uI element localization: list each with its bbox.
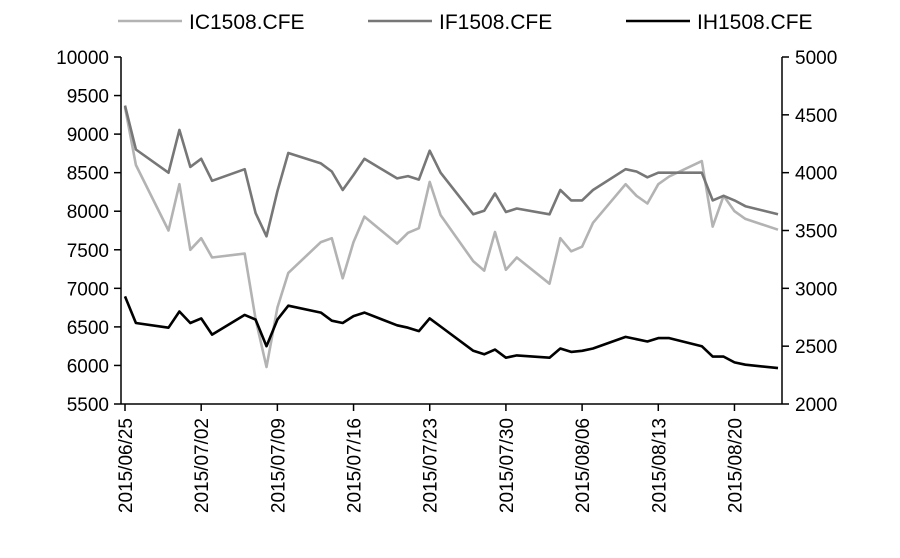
x-tick-label: 2015/08/20 bbox=[725, 418, 746, 513]
right-y-axis-ticks: 2000 2500 3000 3500 4000 4500 5000 bbox=[782, 48, 837, 416]
right-y-tick-label: 2500 bbox=[795, 337, 837, 358]
right-y-tick-label: 4000 bbox=[795, 164, 837, 185]
left-y-tick-label: 9500 bbox=[67, 87, 109, 108]
series-line-ih1508-cfe bbox=[123, 295, 779, 370]
left-y-tick-label: 9000 bbox=[67, 125, 109, 146]
legend: IC1508.CFE IF1508.CFE IH1508.CFE bbox=[118, 11, 813, 34]
x-tick-label: 2015/07/16 bbox=[345, 418, 366, 513]
right-y-tick-label: 2000 bbox=[795, 395, 837, 416]
left-y-tick-label: 7000 bbox=[67, 279, 109, 300]
series-line-ic1508-cfe bbox=[123, 106, 779, 369]
x-tick-label: 2015/07/30 bbox=[497, 418, 518, 513]
right-y-tick-label: 4500 bbox=[795, 106, 837, 127]
x-axis-ticks: 2015/06/25 2015/07/02 2015/07/09 2015/07/16… bbox=[116, 404, 746, 513]
x-tick-label: 2015/07/02 bbox=[192, 418, 213, 513]
series-line-if1508-cfe bbox=[123, 105, 779, 238]
x-tick-label: 2015/08/06 bbox=[573, 418, 594, 513]
right-y-tick-label: 3000 bbox=[795, 279, 837, 300]
left-y-tick-label: 6000 bbox=[67, 356, 109, 377]
left-y-tick-label: 6500 bbox=[67, 318, 109, 339]
series-lines bbox=[123, 105, 779, 370]
x-tick-label: 2015/08/13 bbox=[649, 418, 670, 513]
left-y-tick-label: 10000 bbox=[56, 48, 109, 69]
left-y-axis-ticks: 5500 6000 6500 7000 7500 8000 8500 9000 9500 1000… bbox=[56, 48, 121, 416]
left-y-tick-label: 8000 bbox=[67, 202, 109, 223]
right-y-tick-label: 3500 bbox=[795, 222, 837, 243]
left-y-tick-label: 8500 bbox=[67, 164, 109, 185]
legend-label: IH1508.CFE bbox=[697, 11, 813, 34]
left-y-tick-label: 5500 bbox=[67, 395, 109, 416]
left-y-tick-label: 7500 bbox=[67, 241, 109, 262]
x-tick-label: 2015/06/25 bbox=[116, 418, 137, 513]
legend-label: IF1508.CFE bbox=[439, 11, 552, 34]
right-y-tick-label: 5000 bbox=[795, 48, 837, 69]
x-tick-label: 2015/07/23 bbox=[421, 418, 442, 513]
x-tick-label: 2015/07/09 bbox=[268, 418, 289, 513]
legend-label: IC1508.CFE bbox=[189, 11, 305, 34]
